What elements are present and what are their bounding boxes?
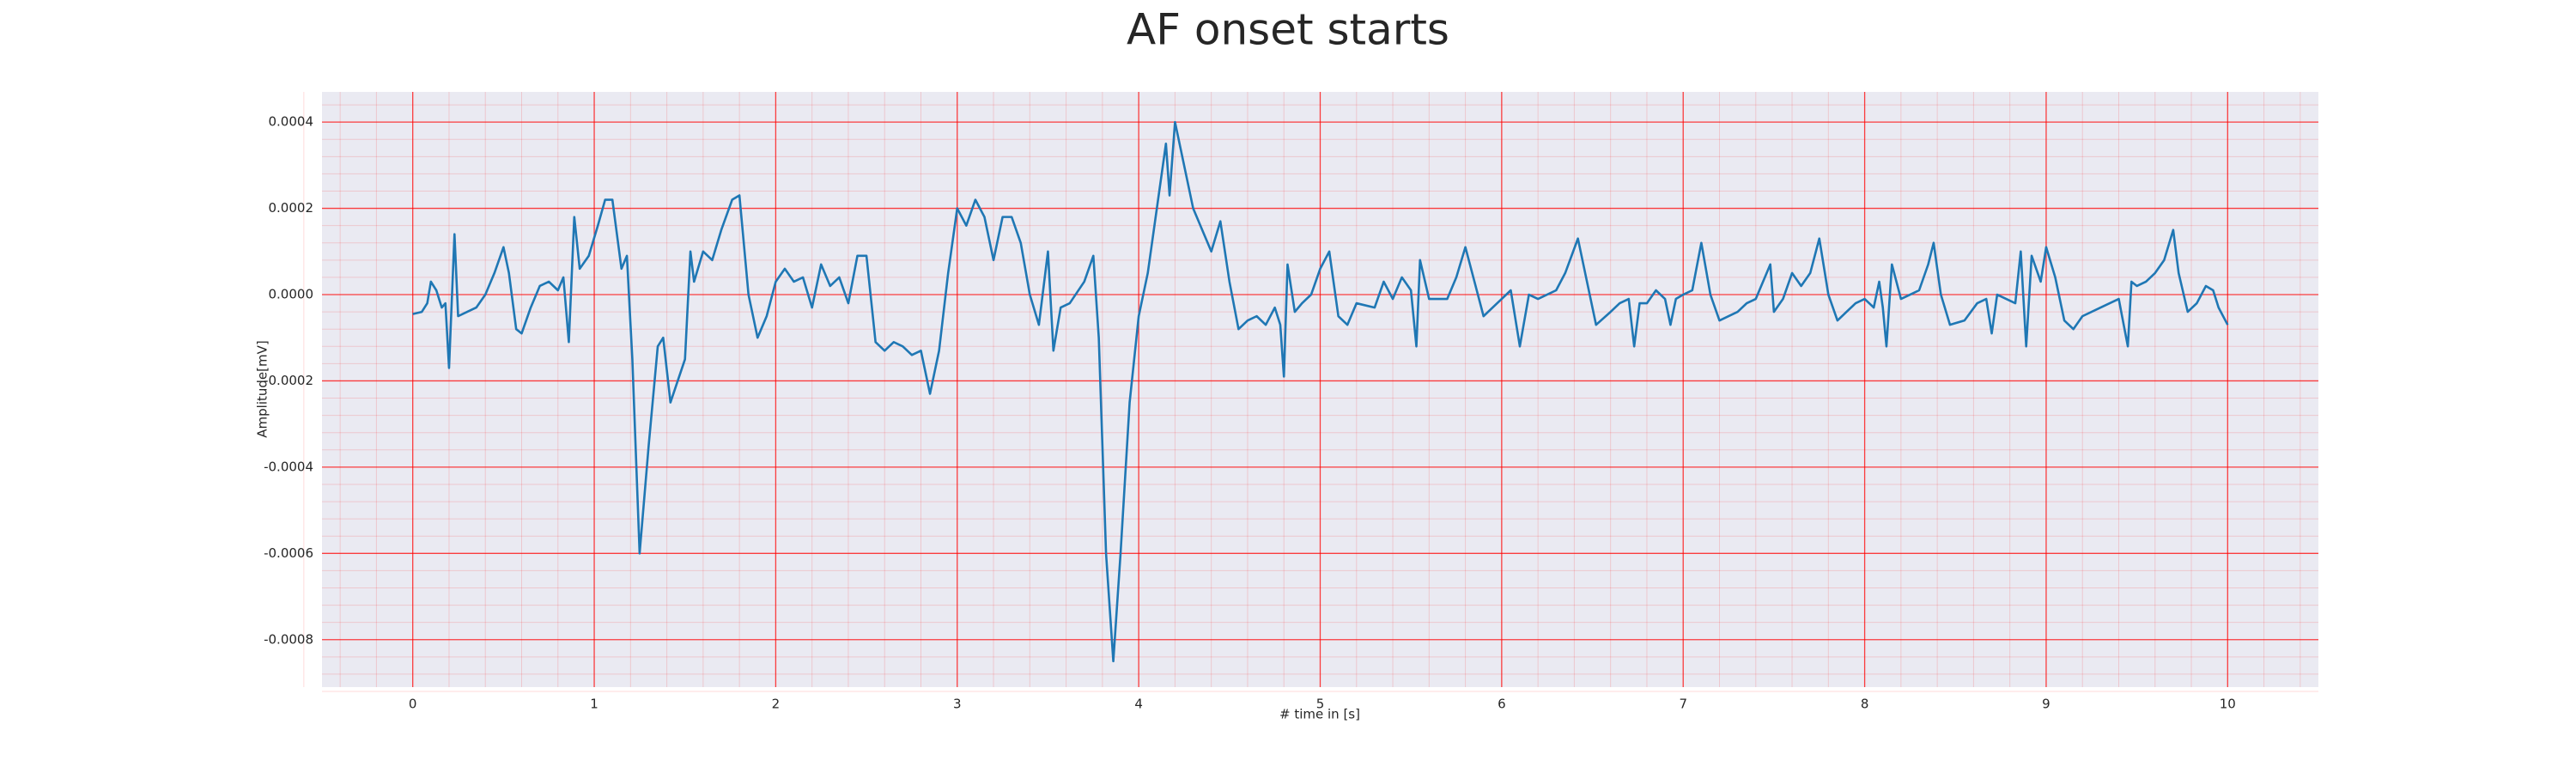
y-tick-label: -0.0002 — [264, 373, 313, 388]
y-axis-label: Amplitude[mV] — [255, 340, 270, 437]
chart-title: AF onset starts — [1127, 5, 1449, 55]
x-tick-label: 8 — [1861, 697, 1869, 712]
y-tick-label: -0.0004 — [264, 459, 313, 474]
x-tick-label: 7 — [1679, 697, 1687, 712]
y-tick-label: -0.0006 — [264, 545, 313, 561]
x-tick-label: 6 — [1498, 697, 1506, 712]
x-tick-label: 5 — [1316, 697, 1325, 712]
x-tick-label: 4 — [1134, 697, 1143, 712]
y-tick-label: 0.0000 — [269, 287, 314, 302]
x-tick-label: 3 — [953, 697, 962, 712]
x-tick-label: 10 — [2220, 697, 2236, 712]
y-tick-label: 0.0002 — [269, 200, 314, 216]
x-tick-label: 2 — [772, 697, 781, 712]
y-tick-label: 0.0004 — [269, 114, 314, 130]
x-tick-label: 9 — [2042, 697, 2050, 712]
x-tick-label: 0 — [409, 697, 417, 712]
signal-line — [412, 120, 2229, 663]
x-axis-label: # time in [s] — [1279, 707, 1360, 722]
x-tick-label: 1 — [590, 697, 598, 712]
y-tick-label: -0.0008 — [264, 631, 313, 647]
